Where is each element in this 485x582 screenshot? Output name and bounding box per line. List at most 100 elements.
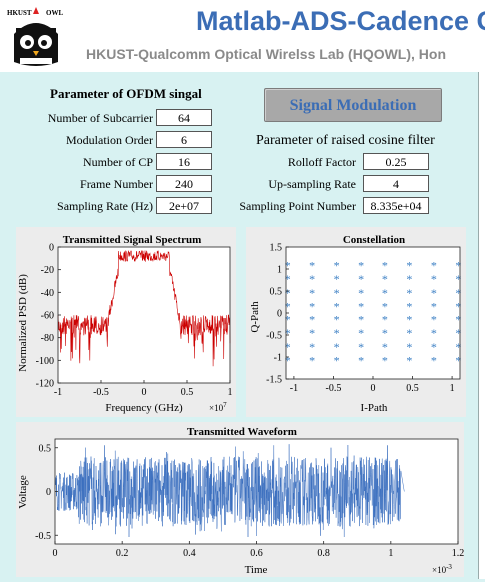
waveform-title: Transmitted Waveform xyxy=(187,426,297,438)
y-tick-label: 1 xyxy=(277,265,282,276)
y-tick-label: -1 xyxy=(274,353,282,364)
constellation-point: * xyxy=(334,286,340,300)
plot-area xyxy=(286,247,460,379)
constellation-point: * xyxy=(406,299,412,313)
rolloff-input[interactable]: 0.25 xyxy=(363,153,429,170)
constellation-point: * xyxy=(406,354,412,368)
constellation-chart: Constellation I-Path Q-Path ************… xyxy=(249,234,461,414)
owl-logo-icon: HKUST OWL xyxy=(6,4,66,68)
param-label-sampling-rate: Sampling Rate (Hz) xyxy=(57,199,153,213)
signal-modulation-button[interactable]: Signal Modulation xyxy=(264,88,442,122)
param-label-sampling-points: Sampling Point Number xyxy=(239,199,356,213)
constellation-point: * xyxy=(358,313,364,327)
constellation-point: * xyxy=(309,326,315,340)
x-tick-label: 1 xyxy=(388,548,393,559)
x-tick-label: -0.5 xyxy=(326,383,342,394)
constellation-point: * xyxy=(431,313,437,327)
constellation-point: * xyxy=(309,286,315,300)
spectrum-x-exponent: ×107 xyxy=(209,401,227,413)
y-tick-label: 1.5 xyxy=(270,243,283,254)
x-tick-label: -1 xyxy=(290,383,298,394)
y-tick-label: -100 xyxy=(36,356,54,367)
x-tick-label: -0.5 xyxy=(93,387,109,398)
cp-input[interactable]: 16 xyxy=(156,153,212,170)
constellation-point: * xyxy=(455,286,461,300)
constellation-point: * xyxy=(431,326,437,340)
constellation-point: * xyxy=(285,299,291,313)
param-label-rolloff: Rolloff Factor xyxy=(287,155,356,169)
constellation-point: * xyxy=(358,286,364,300)
y-tick-label: 0 xyxy=(49,243,54,254)
x-tick-label: 0.5 xyxy=(181,387,194,398)
constellation-point: * xyxy=(309,354,315,368)
constellation-panel: Constellation I-Path Q-Path * * * * * * * * * * * *… xyxy=(246,227,466,417)
waveform-chart: Transmitted Waveform Time Voltage ×10-3 … xyxy=(17,426,464,576)
frame-number-input[interactable]: 240 xyxy=(156,175,212,192)
subcarrier-input[interactable]: 64 xyxy=(156,109,212,126)
constellation-point: * xyxy=(358,340,364,354)
spectrum-title: Transmitted Signal Spectrum xyxy=(63,234,202,246)
constellation-point: * xyxy=(406,286,412,300)
constellation-point: * xyxy=(455,326,461,340)
spectrum-ylabel: Normalized PSD (dB) xyxy=(17,274,29,372)
param-label-frame-number: Frame Number xyxy=(80,177,153,191)
constellation-ylabel: Q-Path xyxy=(249,301,261,333)
x-tick-label: 1 xyxy=(450,383,455,394)
sampling-rate-input[interactable]: 2e+07 xyxy=(156,197,212,214)
y-tick-label: 0.5 xyxy=(270,287,283,298)
constellation-point: * xyxy=(309,272,315,286)
y-tick-label: -1.5 xyxy=(266,375,282,386)
constellation-point: * xyxy=(431,354,437,368)
x-tick-label: 1.2 xyxy=(452,548,464,559)
constellation-point: * xyxy=(334,326,340,340)
y-tick-label: 0 xyxy=(277,309,282,320)
constellation-point: * xyxy=(334,299,340,313)
constellation-point: * xyxy=(334,258,340,272)
constellation-point: * xyxy=(382,272,388,286)
constellation-point: * xyxy=(285,326,291,340)
y-tick-label: -40 xyxy=(41,288,54,299)
waveform-panel: Transmitted Waveform Time Voltage ×10-3 … xyxy=(16,422,464,577)
right-scroll-edge xyxy=(478,72,485,579)
constellation-point: * xyxy=(431,258,437,272)
x-tick-label: 0 xyxy=(53,548,58,559)
y-tick-label: 0 xyxy=(46,487,51,498)
constellation-point: * xyxy=(455,340,461,354)
waveform-series-line xyxy=(54,444,405,538)
x-tick-label: 0.4 xyxy=(183,548,196,559)
sampling-points-input[interactable]: 8.335e+04 xyxy=(363,197,429,214)
y-tick-label: -20 xyxy=(41,265,54,276)
constellation-point: * xyxy=(406,326,412,340)
constellation-point: * xyxy=(431,299,437,313)
constellation-point: * xyxy=(358,258,364,272)
app-subtitle: HKUST-Qualcomm Optical Wirelss Lab (HQOW… xyxy=(86,46,447,62)
rc-params-title: Parameter of raised cosine filter xyxy=(256,133,435,148)
constellation-point: * xyxy=(431,340,437,354)
spectrum-chart: Transmitted Signal Spectrum Frequency (G… xyxy=(17,234,233,414)
constellation-point: * xyxy=(309,313,315,327)
constellation-point: * xyxy=(406,258,412,272)
constellation-point: * xyxy=(382,313,388,327)
constellation-point: * xyxy=(285,272,291,286)
ofdm-params-title: Parameter of OFDM singal xyxy=(50,86,202,101)
constellation-point: * xyxy=(431,286,437,300)
waveform-ylabel: Voltage xyxy=(17,475,29,509)
modulation-order-input[interactable]: 6 xyxy=(156,131,212,148)
constellation-point: * xyxy=(285,313,291,327)
constellation-point: * xyxy=(334,340,340,354)
x-tick-label: -1 xyxy=(54,387,62,398)
logo-text-right: OWL xyxy=(46,9,63,17)
constellation-point: * xyxy=(455,354,461,368)
constellation-point: * xyxy=(382,258,388,272)
upsampling-input[interactable]: 4 xyxy=(363,175,429,192)
constellation-point: * xyxy=(358,299,364,313)
y-tick-label: -60 xyxy=(41,311,54,322)
constellation-point: * xyxy=(309,299,315,313)
constellation-point: * xyxy=(285,286,291,300)
constellation-point: * xyxy=(382,326,388,340)
x-tick-label: 1 xyxy=(228,387,233,398)
param-label-modulation-order: Modulation Order xyxy=(66,133,153,147)
constellation-point: * xyxy=(406,313,412,327)
x-tick-label: 0.6 xyxy=(250,548,263,559)
constellation-point: * xyxy=(406,340,412,354)
